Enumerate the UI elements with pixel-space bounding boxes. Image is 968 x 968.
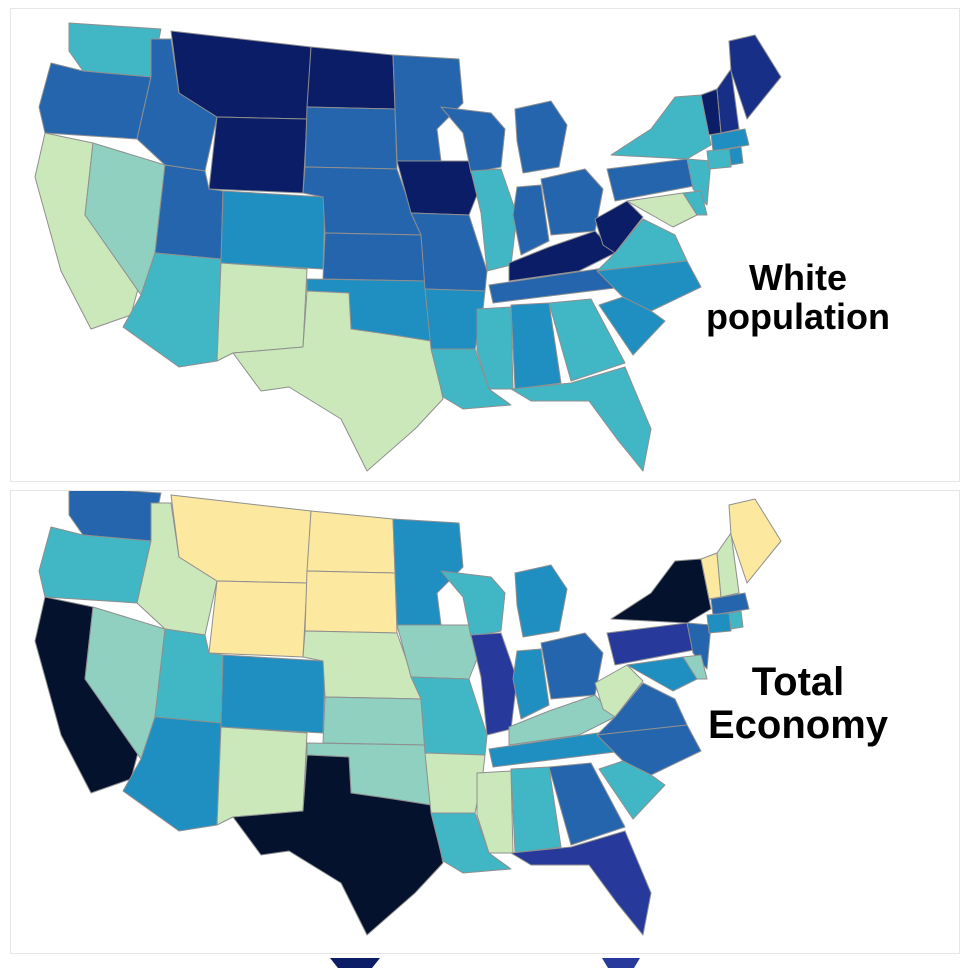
state-ms bbox=[476, 306, 514, 390]
state-nh bbox=[716, 532, 740, 598]
state-wa bbox=[68, 491, 162, 542]
state-ar bbox=[424, 288, 486, 350]
state-nm bbox=[216, 726, 308, 826]
state-ks bbox=[322, 696, 426, 746]
state-ga bbox=[548, 762, 626, 846]
state-ma bbox=[710, 592, 750, 616]
state-nh bbox=[716, 68, 740, 134]
state-wa bbox=[68, 22, 162, 78]
state-ny bbox=[610, 558, 712, 624]
white-population-panel: White population bbox=[10, 8, 960, 482]
title-line: Economy bbox=[707, 703, 889, 748]
title-line: White bbox=[749, 257, 847, 298]
state-ct bbox=[706, 612, 732, 634]
total-economy-title: Total Economy bbox=[683, 660, 913, 748]
cropped-state-shape bbox=[330, 958, 380, 968]
state-ar bbox=[424, 752, 486, 814]
state-de bbox=[682, 654, 708, 680]
white-population-map bbox=[34, 22, 782, 472]
state-co bbox=[220, 190, 326, 270]
state-nm bbox=[216, 262, 308, 362]
state-sc bbox=[598, 760, 666, 820]
state-ms bbox=[476, 770, 514, 854]
state-ri bbox=[728, 610, 744, 630]
state-nj bbox=[686, 158, 712, 206]
state-ct bbox=[706, 148, 732, 170]
state-wy bbox=[208, 116, 308, 194]
state-al bbox=[510, 766, 562, 854]
title-line: population bbox=[706, 295, 890, 337]
state-ia bbox=[396, 624, 482, 680]
state-nc bbox=[596, 724, 702, 776]
state-fl bbox=[510, 366, 652, 472]
state-ri bbox=[728, 146, 744, 166]
state-nj bbox=[686, 622, 712, 670]
total-economy-map bbox=[34, 491, 782, 936]
state-al bbox=[510, 302, 562, 390]
state-de bbox=[682, 190, 708, 216]
state-mi bbox=[514, 564, 568, 638]
state-oh bbox=[540, 632, 604, 700]
state-fl bbox=[510, 830, 652, 936]
state-va bbox=[596, 218, 688, 272]
state-nc bbox=[596, 260, 702, 312]
state-ks bbox=[322, 232, 426, 282]
state-wy bbox=[208, 580, 308, 658]
state-sd bbox=[304, 570, 398, 634]
state-in bbox=[512, 648, 550, 720]
state-ga bbox=[548, 298, 626, 382]
state-la bbox=[430, 348, 512, 410]
cropped-state-shape bbox=[602, 958, 640, 968]
state-nd bbox=[306, 46, 396, 110]
state-nd bbox=[306, 510, 396, 574]
title-line: Total bbox=[751, 660, 845, 704]
state-sc bbox=[598, 296, 666, 356]
state-me bbox=[728, 498, 782, 584]
state-la bbox=[430, 812, 512, 874]
state-va bbox=[596, 682, 688, 736]
white-population-title: White population bbox=[683, 257, 913, 337]
state-wi bbox=[440, 106, 506, 174]
state-sd bbox=[304, 106, 398, 170]
state-wv bbox=[594, 664, 644, 718]
state-oh bbox=[540, 168, 604, 236]
state-wi bbox=[440, 570, 506, 638]
state-in bbox=[512, 184, 550, 256]
state-ny bbox=[610, 94, 712, 160]
state-me bbox=[728, 34, 782, 120]
state-wv bbox=[594, 200, 644, 254]
cropped-next-map-strip bbox=[330, 958, 640, 968]
state-co bbox=[220, 654, 326, 734]
total-economy-panel: Total Economy bbox=[10, 490, 960, 954]
state-mi bbox=[514, 100, 568, 174]
state-ia bbox=[396, 160, 482, 216]
state-ma bbox=[710, 128, 750, 152]
